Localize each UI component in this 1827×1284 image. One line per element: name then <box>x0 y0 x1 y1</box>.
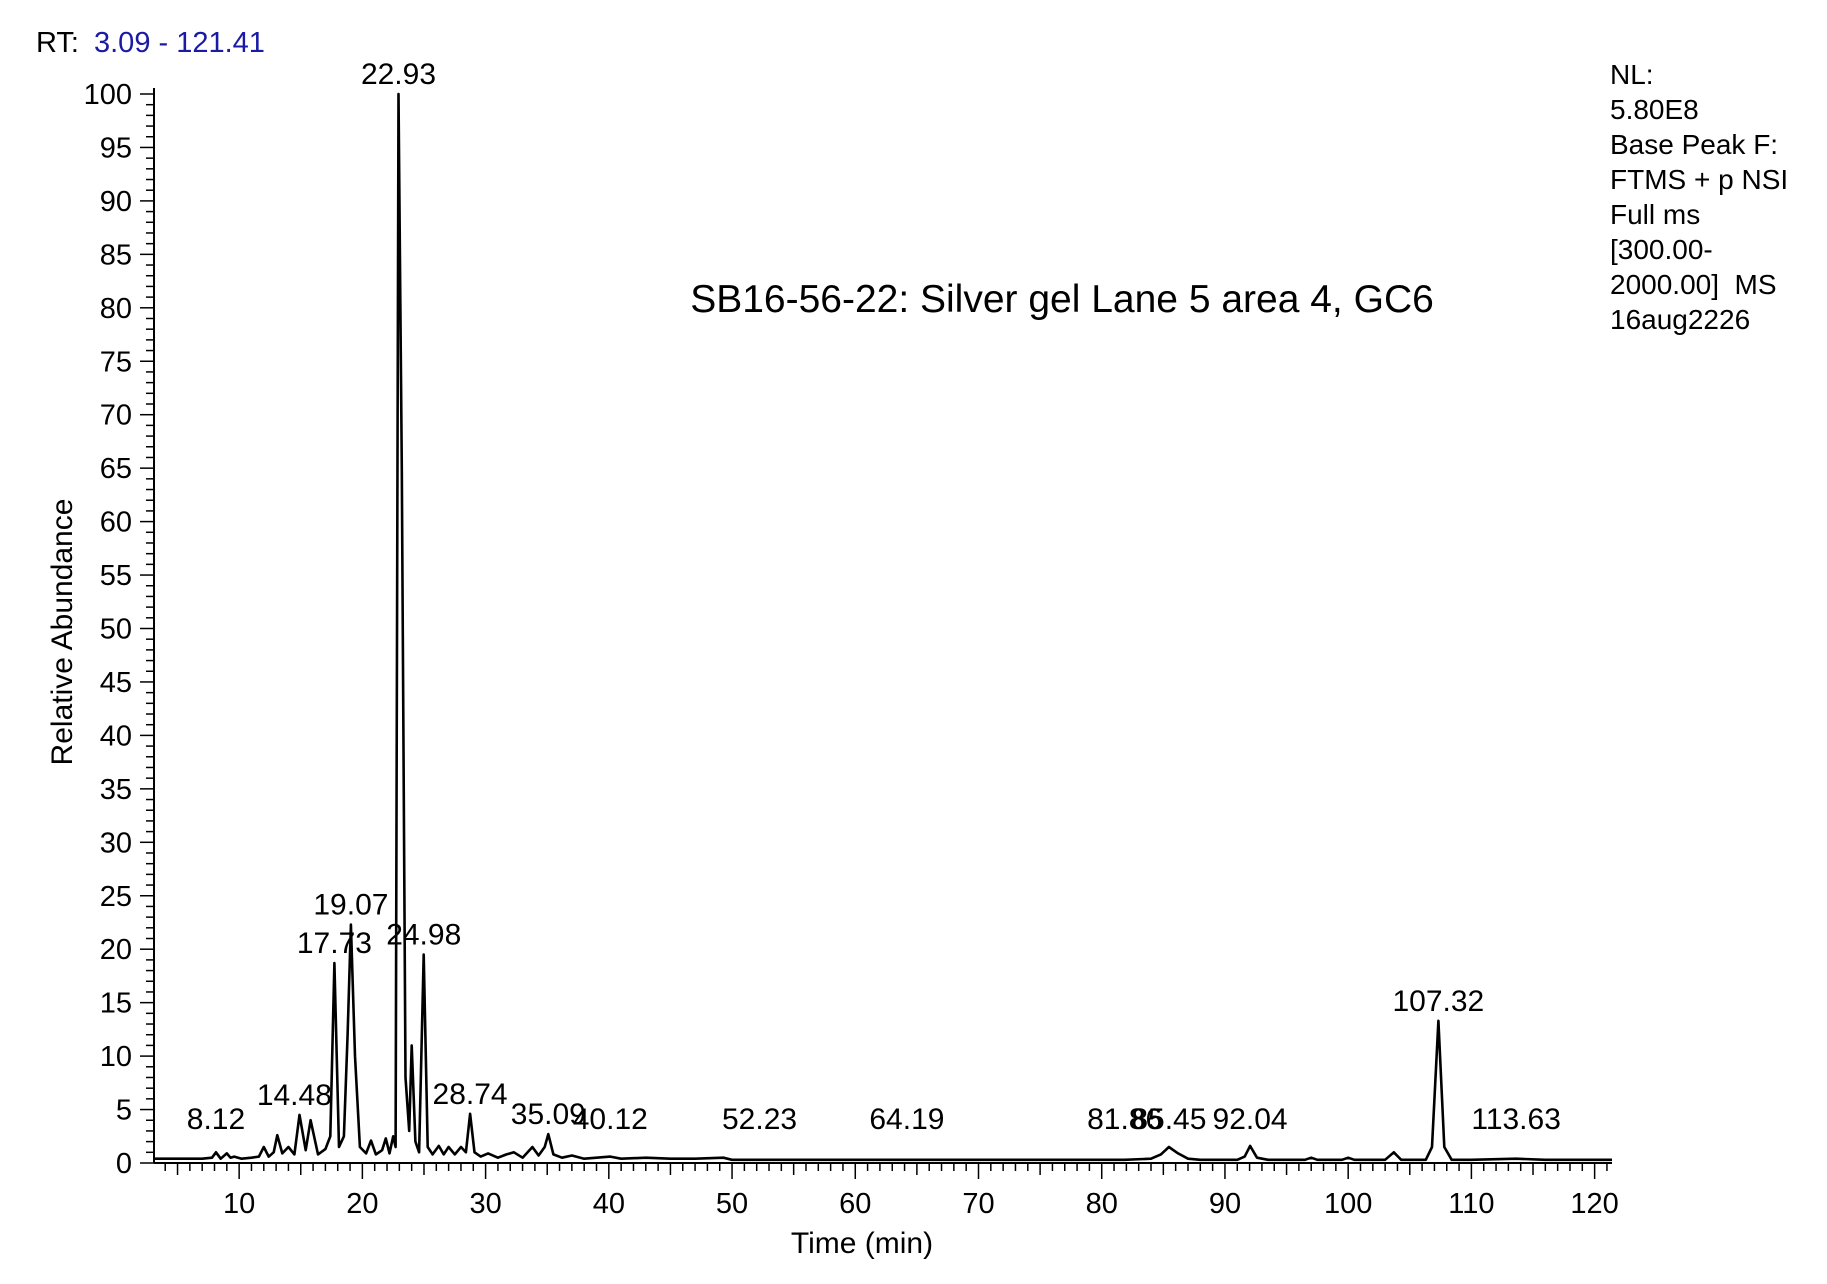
series-trace <box>154 92 1612 1162</box>
peak-label: 28.74 <box>433 1078 508 1111</box>
rt-range-value: 3.09 - 121.41 <box>94 27 265 59</box>
y-tick-label: 45 <box>100 667 132 699</box>
peak-label: 92.04 <box>1213 1103 1288 1136</box>
x-tick-label: 30 <box>469 1188 501 1220</box>
peak-label: 8.12 <box>187 1103 245 1136</box>
info-panel: NL: 5.80E8 Base Peak F: FTMS + p NSI Full ms… <box>1610 59 1788 335</box>
x-tick-label: 100 <box>1324 1188 1372 1220</box>
info-line: Full ms <box>1610 199 1700 230</box>
y-tick-label: 60 <box>100 507 132 539</box>
axes <box>153 88 1612 1164</box>
info-line: [300.00- <box>1610 234 1713 265</box>
y-tick-label: 50 <box>100 614 132 646</box>
info-line: 5.80E8 <box>1610 94 1699 125</box>
y-tick-label: 0 <box>116 1148 132 1180</box>
peak-label: 24.98 <box>386 919 461 952</box>
y-tick-label: 90 <box>100 186 132 218</box>
peak-label: 14.48 <box>257 1079 332 1112</box>
y-tick-label: 40 <box>100 720 132 752</box>
info-line: 16aug2226 <box>1610 304 1750 335</box>
peak-label: 52.23 <box>722 1103 797 1136</box>
peak-labels: 22.93 19.07 17.73 24.98 107.32 14.48 28.7435.0… <box>187 58 1561 1136</box>
x-tick-label: 90 <box>1209 1188 1241 1220</box>
y-axis-label: Relative Abundance <box>46 499 79 766</box>
x-tick-label: 50 <box>716 1188 748 1220</box>
peak-label: 17.73 <box>297 927 372 960</box>
peak-label: 22.93 <box>361 58 436 91</box>
info-line: Base Peak F: <box>1610 129 1778 160</box>
x-tick-label: 10 <box>223 1188 255 1220</box>
peak-label: 35.09 <box>511 1098 586 1131</box>
peak-label: 40.12 <box>573 1103 648 1136</box>
y-tick-label: 5 <box>116 1095 132 1127</box>
x-tick-label: 40 <box>593 1188 625 1220</box>
y-tick-label: 20 <box>100 934 132 966</box>
rt-label: RT: <box>36 27 79 59</box>
peak-label: 64.19 <box>869 1103 944 1136</box>
y-tick-label: 70 <box>100 400 132 432</box>
info-line: FTMS + p NSI <box>1610 164 1788 195</box>
x-tick-label: 110 <box>1448 1188 1494 1220</box>
y-tick-label: 80 <box>100 293 132 325</box>
info-line: NL: <box>1610 59 1654 90</box>
y-tick-label: 100 <box>84 79 132 111</box>
x-tick-label: 20 <box>346 1188 378 1220</box>
peak-label: 81.86 <box>1087 1103 1162 1136</box>
y-tick-label: 65 <box>100 453 132 485</box>
x-tick-label: 70 <box>962 1188 994 1220</box>
header: RT: 3.09 - 121.41 <box>36 27 265 59</box>
peak-label: 113.63 <box>1471 1103 1561 1136</box>
y-tick-label: 25 <box>100 881 132 913</box>
y-tick-label: 95 <box>100 132 132 164</box>
x-tick-label: 80 <box>1086 1188 1118 1220</box>
y-tick-label: 35 <box>100 774 132 806</box>
y-tick-label: 55 <box>100 560 132 592</box>
chart-title: SB16-56-22: Silver gel Lane 5 area 4, GC… <box>690 278 1434 321</box>
peak-label: 19.07 <box>313 889 388 922</box>
y-tick-label: 15 <box>100 988 132 1020</box>
x-tick-label: 120 <box>1570 1188 1618 1220</box>
peak-label: 107.32 <box>1392 985 1484 1018</box>
y-tick-label: 75 <box>100 346 132 378</box>
y-tick-label: 10 <box>100 1041 132 1073</box>
x-axis-label: Time (min) <box>791 1227 933 1260</box>
y-tick-label: 85 <box>100 239 132 271</box>
y-tick-label: 30 <box>100 827 132 859</box>
info-line: 2000.00] MS <box>1610 269 1777 300</box>
x-tick-label: 60 <box>839 1188 871 1220</box>
peak-label: 85.45 <box>1131 1103 1206 1136</box>
ticks: 0 5 10 15 20 25 30 35 40 45 50 55 60 65 70 75 80 85 90 95 10… <box>84 79 1619 1220</box>
